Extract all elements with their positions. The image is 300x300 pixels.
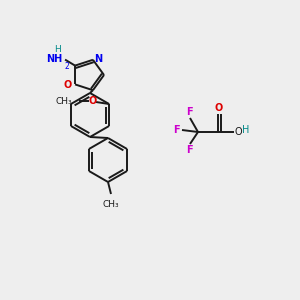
Text: F: F bbox=[186, 107, 192, 117]
Text: 2: 2 bbox=[64, 61, 69, 70]
Text: O: O bbox=[64, 80, 72, 90]
Text: NH: NH bbox=[46, 54, 62, 64]
Text: CH₃: CH₃ bbox=[56, 97, 72, 106]
Text: O: O bbox=[215, 103, 223, 113]
Text: H: H bbox=[54, 45, 60, 54]
Text: CH₃: CH₃ bbox=[103, 200, 119, 209]
Text: O: O bbox=[234, 127, 242, 137]
Text: F: F bbox=[186, 145, 192, 155]
Text: N: N bbox=[94, 54, 102, 64]
Text: O: O bbox=[89, 96, 97, 106]
Text: H: H bbox=[242, 125, 250, 135]
Text: F: F bbox=[173, 125, 179, 135]
